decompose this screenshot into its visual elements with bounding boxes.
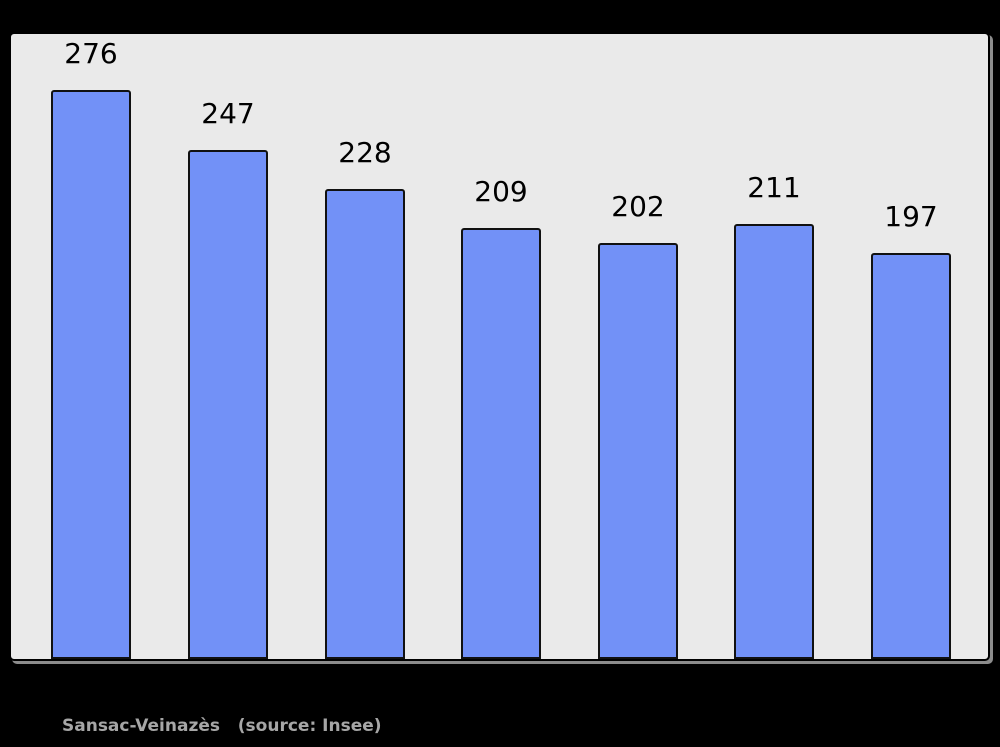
bar[interactable]: [325, 189, 405, 659]
plot-area: 276 247 228 209 202: [11, 34, 988, 659]
bar[interactable]: [871, 253, 951, 659]
bar-group: 211: [734, 34, 814, 659]
bar-group: 228: [325, 34, 405, 659]
bar-value-label: 211: [747, 171, 801, 204]
bar-group: 209: [461, 34, 541, 659]
plot-frame: 276 247 228 209 202: [9, 32, 990, 661]
bar-value-label: 202: [611, 190, 665, 223]
bar-value-label: 197: [884, 200, 938, 233]
chart-caption: Sansac-Veinazès (source: Insee): [62, 716, 382, 736]
bar-group: 197: [871, 34, 951, 659]
caption-place-name: Sansac-Veinazès: [62, 716, 221, 736]
bar-group: 247: [188, 34, 268, 659]
bar[interactable]: [188, 150, 268, 659]
bar[interactable]: [734, 224, 814, 659]
bar[interactable]: [598, 243, 678, 659]
bar-group: 202: [598, 34, 678, 659]
bar-value-label: 247: [201, 97, 255, 130]
caption-source: (source: Insee): [237, 716, 382, 736]
bar-value-label: 276: [64, 37, 118, 70]
bar-value-label: 228: [338, 136, 392, 169]
bar-group: 276: [51, 34, 131, 659]
caption-separator: [220, 716, 238, 736]
bar[interactable]: [461, 228, 541, 659]
bar-value-label: 209: [474, 175, 528, 208]
bar[interactable]: [51, 90, 131, 659]
